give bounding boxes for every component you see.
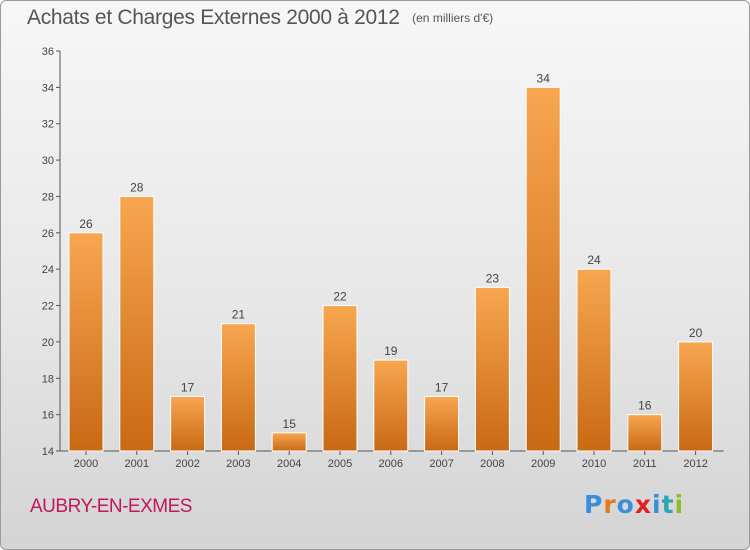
- bar-2007[interactable]: [425, 396, 459, 451]
- bar-2008[interactable]: [475, 287, 509, 451]
- plot-area: 14 16 18 20 22 24 26 28 30 32 34 36 26 2000 28 2001 17 20…: [42, 46, 724, 470]
- x-tick-label: 2001: [125, 458, 149, 470]
- bar-2011[interactable]: [628, 415, 662, 451]
- x-tick-label: 2002: [175, 458, 199, 470]
- y-tick-label: 32: [42, 119, 54, 131]
- y-tick-label: 26: [42, 228, 54, 240]
- data-label: 28: [130, 180, 144, 194]
- x-tick-label: 2008: [480, 458, 504, 470]
- x-tick-label: 2009: [531, 458, 555, 470]
- bar-2000[interactable]: [69, 233, 103, 451]
- logo-letter: P: [584, 490, 603, 519]
- logo-letter: o: [617, 490, 635, 519]
- logo-letter: i: [652, 490, 662, 519]
- data-label: 15: [283, 417, 297, 431]
- y-tick-label: 22: [42, 301, 54, 313]
- x-tick-label: 2006: [379, 458, 403, 470]
- data-label: 34: [537, 71, 551, 85]
- bar-2004[interactable]: [272, 433, 306, 451]
- data-label: 23: [486, 271, 500, 285]
- y-tick-label: 30: [42, 155, 54, 167]
- chart-frame: Achats et Charges Externes 2000 à 2012 (…: [0, 0, 750, 550]
- data-label: 26: [79, 217, 93, 231]
- x-tick-label: 2005: [328, 458, 352, 470]
- data-label: 22: [333, 290, 347, 304]
- data-label: 21: [232, 308, 246, 322]
- bar-2002[interactable]: [171, 396, 205, 451]
- data-label: 19: [384, 344, 398, 358]
- y-tick-label: 24: [42, 264, 54, 276]
- data-label: 17: [181, 380, 195, 394]
- x-tick-label: 2007: [429, 458, 453, 470]
- bar-2003[interactable]: [221, 324, 255, 451]
- data-label: 16: [638, 399, 652, 413]
- proxiti-logo[interactable]: Proxiti: [584, 490, 684, 519]
- y-tick-label: 28: [42, 191, 54, 203]
- bar-2005[interactable]: [323, 306, 357, 451]
- y-tick-label: 36: [42, 46, 54, 58]
- x-tick-label: 2012: [683, 458, 707, 470]
- bar-2009[interactable]: [526, 87, 560, 451]
- logo-letter: r: [603, 490, 616, 519]
- x-tick-label: 2003: [226, 458, 250, 470]
- x-tick-label: 2004: [277, 458, 301, 470]
- y-tick-label: 18: [42, 373, 54, 385]
- bar-2006[interactable]: [374, 360, 408, 451]
- logo-letter: i: [675, 490, 685, 519]
- bar-2012[interactable]: [679, 342, 713, 451]
- x-tick-label: 2010: [582, 458, 606, 470]
- y-tick-label: 16: [42, 410, 54, 422]
- bar-2010[interactable]: [577, 269, 611, 451]
- y-tick-label: 34: [42, 82, 54, 94]
- data-label: 17: [435, 380, 449, 394]
- logo-letter: x: [635, 490, 652, 519]
- y-tick-label: 20: [42, 337, 54, 349]
- y-tick-label: 14: [42, 446, 54, 458]
- commune-name: AUBRY-EN-EXMES: [30, 496, 192, 518]
- bar-2001[interactable]: [120, 196, 154, 451]
- logo-letter: t: [662, 490, 675, 519]
- data-label: 24: [587, 253, 601, 267]
- x-tick-label: 2011: [633, 458, 657, 470]
- data-label: 20: [689, 326, 703, 340]
- x-tick-label: 2000: [74, 458, 98, 470]
- bar-chart: 14 16 18 20 22 24 26 28 30 32 34 36 26 2000 28 2001 17 20…: [1, 1, 749, 549]
